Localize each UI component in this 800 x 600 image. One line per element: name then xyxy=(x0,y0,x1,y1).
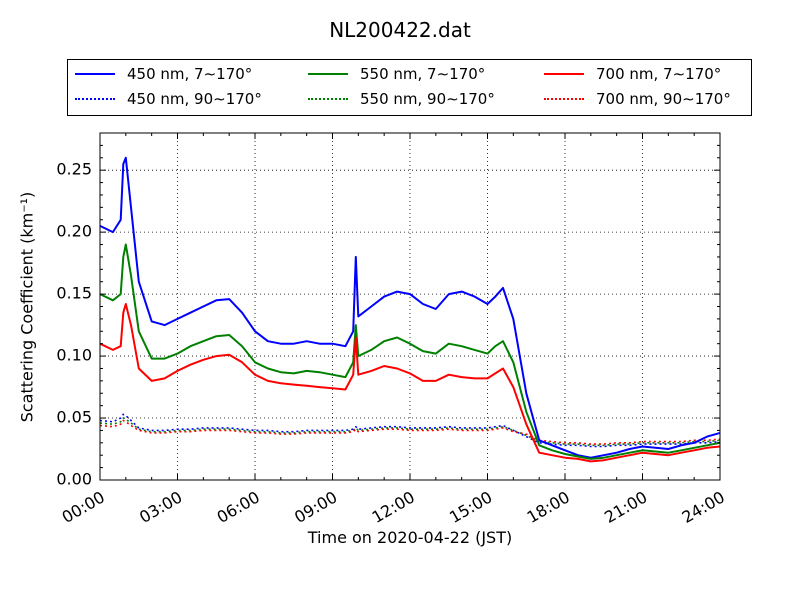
x-tick-label: 09:00 xyxy=(291,487,340,527)
y-tick-label: 0.25 xyxy=(56,160,92,179)
series-line xyxy=(99,243,721,460)
x-tick-label: 06:00 xyxy=(214,487,263,527)
legend-label: 550 nm, 90∼170° xyxy=(360,90,495,108)
x-tick-label: 24:00 xyxy=(679,487,728,527)
legend-item: 700 nm, 90∼170° xyxy=(544,89,731,109)
series-line xyxy=(99,417,721,447)
y-axis-label: Scattering Coefficient (km⁻¹) xyxy=(17,191,37,423)
legend-item: 450 nm, 90∼170° xyxy=(75,89,262,109)
legend-item: 550 nm, 7∼170° xyxy=(308,64,485,84)
legend-item: 550 nm, 90∼170° xyxy=(308,89,495,109)
x-tick-label: 00:00 xyxy=(59,487,108,527)
x-tick-label: 12:00 xyxy=(369,487,418,527)
x-tick-label: 18:00 xyxy=(524,487,573,527)
y-tick-label: 0.00 xyxy=(56,470,92,489)
legend-swatch xyxy=(544,73,584,75)
legend-label: 450 nm, 7∼170° xyxy=(127,65,253,83)
legend-swatch xyxy=(544,98,584,100)
x-tick-label: 21:00 xyxy=(601,487,650,527)
x-axis-label: Time on 2020-04-22 (JST) xyxy=(307,528,513,547)
series-line xyxy=(99,303,721,463)
y-tick-label: 0.10 xyxy=(56,346,92,365)
y-tick-label: 0.15 xyxy=(56,284,92,303)
legend-label: 700 nm, 90∼170° xyxy=(596,90,731,108)
series-group xyxy=(99,156,721,463)
chart-title: NL200422.dat xyxy=(329,18,471,42)
series-line xyxy=(99,413,721,448)
legend-item: 450 nm, 7∼170° xyxy=(75,64,252,84)
legend-label: 550 nm, 7∼170° xyxy=(360,65,486,83)
x-tick-label: 03:00 xyxy=(136,487,185,527)
axis-ticks: 00:00 03:00 06:00 09:00 12:00 15:00 18:00 21:00… xyxy=(56,133,728,527)
y-tick-label: 0.20 xyxy=(56,222,92,241)
legend-swatch xyxy=(308,98,348,100)
x-tick-label: 15:00 xyxy=(446,487,495,527)
legend-swatch xyxy=(308,73,348,75)
legend-swatch xyxy=(75,98,115,100)
legend-item: 700 nm, 7∼170° xyxy=(544,64,721,84)
series-line xyxy=(99,156,721,459)
y-tick-label: 0.05 xyxy=(56,408,92,427)
legend-label: 700 nm, 7∼170° xyxy=(596,65,722,83)
legend-label: 450 nm, 90∼170° xyxy=(127,90,262,108)
chart-legend: 450 nm, 7∼170° 550 nm, 7∼170° 700 nm, 7∼… xyxy=(67,59,752,116)
legend-swatch xyxy=(75,73,115,75)
series-line xyxy=(99,419,721,445)
